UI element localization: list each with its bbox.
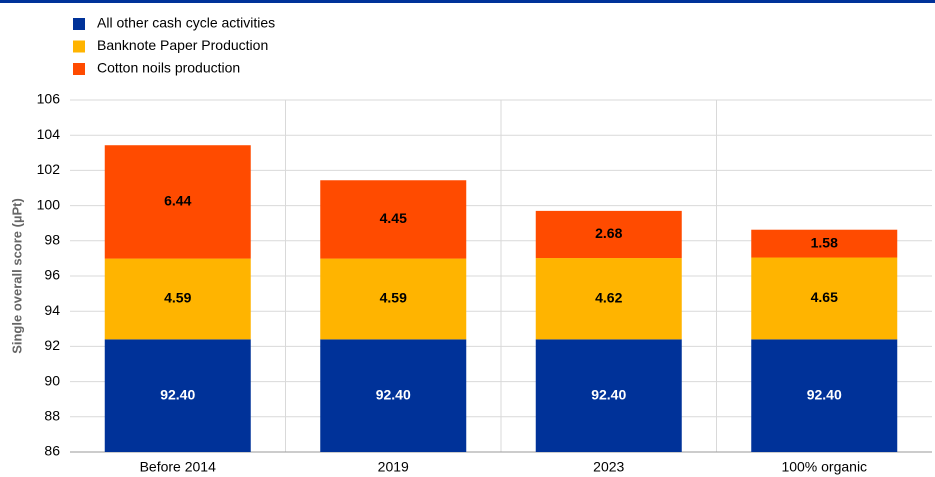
y-tick-label: 92 xyxy=(44,337,60,353)
y-tick-label: 104 xyxy=(37,126,61,142)
x-tick-label: Before 2014 xyxy=(140,459,216,475)
bar-segment xyxy=(320,180,467,259)
bar-segment xyxy=(751,229,898,258)
top-rule xyxy=(0,0,935,3)
y-tick-label: 86 xyxy=(44,443,60,459)
bar-segment xyxy=(751,257,898,340)
bar-segment xyxy=(104,145,251,259)
legend-label: Cotton noils production xyxy=(97,60,240,76)
legend-swatch xyxy=(73,18,85,30)
data-label: 2.68 xyxy=(595,225,622,241)
y-axis-title: Single overall score (µPt) xyxy=(9,198,24,354)
y-tick-label: 88 xyxy=(44,408,60,424)
x-tick-label: 100% organic xyxy=(781,459,867,475)
bar-segment xyxy=(320,339,467,452)
legend-swatch xyxy=(73,63,85,75)
data-label: 4.59 xyxy=(380,290,407,306)
bar-segment xyxy=(320,258,467,340)
bar-segment xyxy=(104,258,251,340)
data-label: 1.58 xyxy=(811,234,838,250)
data-label: 92.40 xyxy=(807,386,842,402)
data-label: 4.62 xyxy=(595,289,622,305)
bar-segment xyxy=(535,339,682,452)
data-label: 92.40 xyxy=(591,386,626,402)
legend-swatch xyxy=(73,40,85,53)
bar-segment xyxy=(535,258,682,340)
data-label: 4.45 xyxy=(380,210,407,226)
y-tick-label: 100 xyxy=(37,196,61,212)
y-tick-label: 106 xyxy=(37,91,61,107)
y-tick-label: 102 xyxy=(37,161,61,177)
bar-segment xyxy=(751,339,898,452)
y-tick-label: 98 xyxy=(44,232,60,248)
y-tick-label: 96 xyxy=(44,267,60,283)
data-label: 6.44 xyxy=(164,193,191,209)
bar-segment xyxy=(535,210,682,259)
y-tick-label: 90 xyxy=(44,372,60,388)
legend-label: Banknote Paper Production xyxy=(97,37,268,53)
y-tick-label: 94 xyxy=(44,302,60,318)
legend-label: All other cash cycle activities xyxy=(97,15,275,31)
data-label: 92.40 xyxy=(160,386,195,402)
data-label: 4.65 xyxy=(811,289,838,305)
data-label: 4.59 xyxy=(164,290,191,306)
x-tick-label: 2023 xyxy=(593,459,624,475)
bar-segment xyxy=(104,339,251,452)
data-label: 92.40 xyxy=(376,386,411,402)
x-tick-label: 2019 xyxy=(378,459,409,475)
